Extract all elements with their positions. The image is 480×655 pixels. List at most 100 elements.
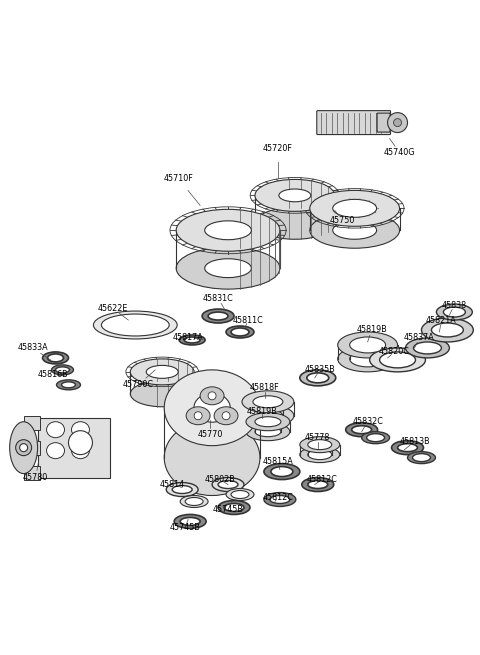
Text: 45622E: 45622E [97,303,128,312]
Ellipse shape [300,447,340,462]
Ellipse shape [176,247,280,289]
Ellipse shape [338,332,397,358]
Ellipse shape [166,483,198,496]
Ellipse shape [47,422,64,438]
Polygon shape [37,418,110,477]
Text: 45802B: 45802B [204,475,235,484]
Text: 45740G: 45740G [384,148,415,157]
Text: 45750: 45750 [330,215,355,225]
Ellipse shape [179,335,205,345]
Ellipse shape [255,417,281,426]
Text: 45745B: 45745B [170,523,201,532]
Ellipse shape [310,212,399,248]
Bar [24,441,39,455]
Ellipse shape [300,370,336,386]
Ellipse shape [172,485,192,493]
Circle shape [69,431,93,455]
Ellipse shape [246,422,290,441]
Ellipse shape [253,396,283,408]
Ellipse shape [218,500,250,514]
Circle shape [387,113,408,132]
Ellipse shape [333,199,377,217]
Ellipse shape [185,498,203,506]
Text: 45837A: 45837A [404,333,435,343]
Ellipse shape [408,452,435,464]
Circle shape [208,392,216,400]
Ellipse shape [10,422,37,474]
Ellipse shape [255,179,335,212]
Bar [24,416,39,430]
Ellipse shape [444,307,465,317]
Ellipse shape [346,422,378,437]
Text: 45814: 45814 [160,480,185,489]
Ellipse shape [412,454,431,462]
Ellipse shape [264,464,300,479]
Ellipse shape [370,348,425,372]
Ellipse shape [204,221,252,240]
Bar [24,466,39,479]
Ellipse shape [164,370,260,445]
Ellipse shape [255,426,281,437]
Ellipse shape [48,354,63,362]
Ellipse shape [242,405,294,426]
Ellipse shape [352,426,372,434]
Circle shape [222,412,230,420]
Ellipse shape [308,449,332,460]
Ellipse shape [413,342,442,354]
Ellipse shape [270,496,290,504]
Text: 45780: 45780 [23,473,48,482]
Ellipse shape [397,443,418,452]
Text: 45821A: 45821A [426,316,457,324]
Ellipse shape [310,191,399,226]
Ellipse shape [350,337,385,353]
Ellipse shape [421,318,473,342]
Text: 45817A: 45817A [173,333,204,343]
Ellipse shape [94,311,177,339]
Ellipse shape [231,328,249,336]
Text: 45819B: 45819B [356,326,387,335]
Ellipse shape [47,443,64,458]
Ellipse shape [361,432,390,443]
Ellipse shape [242,391,294,413]
Ellipse shape [57,380,81,390]
Text: 45820C: 45820C [379,347,410,356]
Circle shape [20,443,28,452]
Ellipse shape [218,481,238,489]
Ellipse shape [72,443,89,458]
Ellipse shape [212,477,244,491]
Ellipse shape [308,481,328,489]
Ellipse shape [367,434,384,441]
Ellipse shape [164,420,260,496]
Ellipse shape [176,210,280,252]
Ellipse shape [302,477,334,491]
Ellipse shape [264,493,296,506]
Ellipse shape [180,517,200,525]
Ellipse shape [186,407,210,424]
Circle shape [16,440,32,456]
Text: 45832C: 45832C [352,417,383,426]
Ellipse shape [226,326,254,338]
Ellipse shape [271,466,293,477]
Ellipse shape [184,337,200,343]
Ellipse shape [308,440,332,449]
Ellipse shape [180,496,208,508]
Ellipse shape [146,365,178,379]
Text: 45812C: 45812C [263,493,293,502]
Ellipse shape [204,259,252,278]
Ellipse shape [224,504,244,512]
Ellipse shape [307,373,329,383]
Ellipse shape [200,387,224,405]
Ellipse shape [392,441,423,455]
Ellipse shape [51,365,73,375]
Circle shape [194,412,202,420]
Ellipse shape [246,413,290,431]
Text: 45819B: 45819B [247,407,277,417]
Text: 45778: 45778 [305,433,330,442]
Text: 45831C: 45831C [203,293,233,303]
Text: 45818F: 45818F [250,383,280,392]
Ellipse shape [226,489,254,500]
Ellipse shape [231,491,249,498]
Ellipse shape [436,304,472,320]
Text: 45710F: 45710F [163,174,193,183]
Text: 45770: 45770 [197,430,223,440]
